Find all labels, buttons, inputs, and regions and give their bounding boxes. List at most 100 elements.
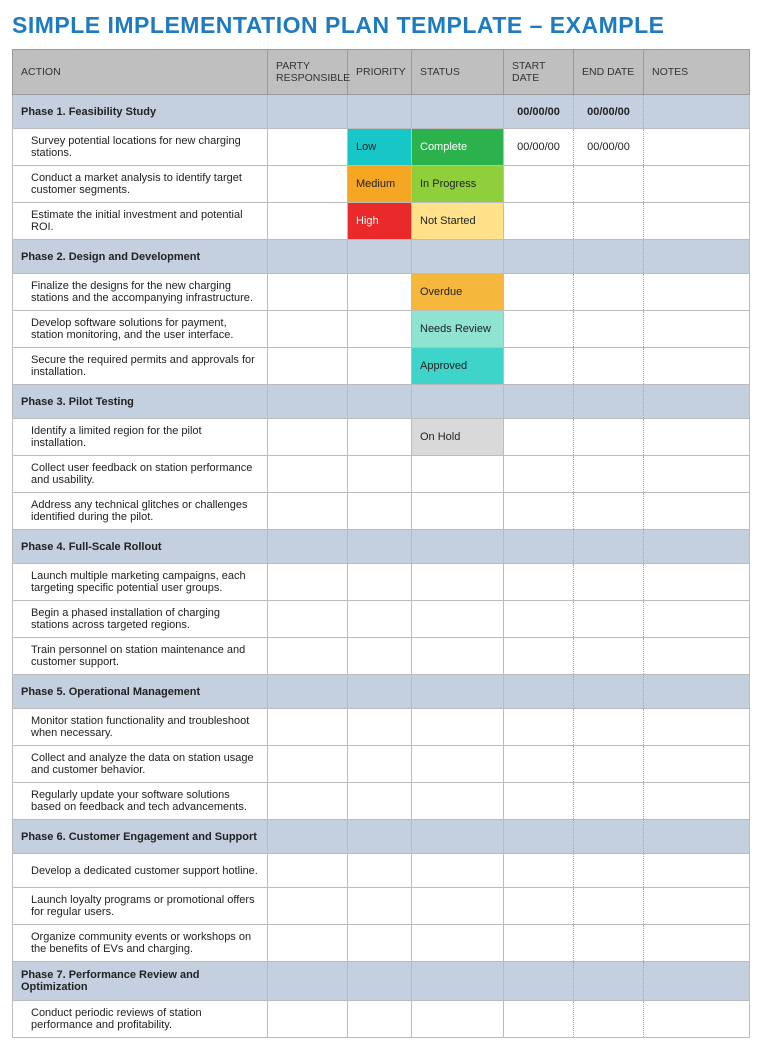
task-status (412, 601, 504, 638)
task-party (268, 1001, 348, 1038)
task-start (504, 348, 574, 385)
phase-row: Phase 7. Performance Review and Optimiza… (13, 962, 750, 1001)
task-row: Conduct periodic reviews of station perf… (13, 1001, 750, 1038)
task-action: Identify a limited region for the pilot … (13, 419, 268, 456)
phase-label: Phase 1. Feasibility Study (13, 95, 268, 129)
phase-end (574, 820, 644, 854)
task-end (574, 274, 644, 311)
task-status (412, 638, 504, 675)
task-notes (644, 854, 750, 888)
task-priority (348, 456, 412, 493)
task-priority (348, 311, 412, 348)
task-status (412, 493, 504, 530)
phase-end (574, 530, 644, 564)
task-notes (644, 166, 750, 203)
phase-row: Phase 5. Operational Management (13, 675, 750, 709)
phase-start (504, 530, 574, 564)
task-party (268, 564, 348, 601)
task-end (574, 456, 644, 493)
task-start (504, 419, 574, 456)
task-priority (348, 1001, 412, 1038)
task-row: Develop a dedicated customer support hot… (13, 854, 750, 888)
task-end (574, 493, 644, 530)
phase-start (504, 240, 574, 274)
task-action: Address any technical glitches or challe… (13, 493, 268, 530)
task-priority (348, 783, 412, 820)
task-action: Train personnel on station maintenance a… (13, 638, 268, 675)
task-start (504, 274, 574, 311)
task-action: Begin a phased installation of charging … (13, 601, 268, 638)
task-end (574, 1001, 644, 1038)
task-action: Launch loyalty programs or promotional o… (13, 888, 268, 925)
phase-priority (348, 95, 412, 129)
task-party (268, 925, 348, 962)
task-action: Regularly update your software solutions… (13, 783, 268, 820)
task-status (412, 746, 504, 783)
task-party (268, 203, 348, 240)
phase-notes (644, 530, 750, 564)
task-status: Overdue (412, 274, 504, 311)
task-end (574, 783, 644, 820)
col-start: START DATE (504, 50, 574, 95)
task-row: Finalize the designs for the new chargin… (13, 274, 750, 311)
task-row: Secure the required permits and approval… (13, 348, 750, 385)
task-notes (644, 746, 750, 783)
task-action: Estimate the initial investment and pote… (13, 203, 268, 240)
task-start (504, 1001, 574, 1038)
task-party (268, 783, 348, 820)
task-action: Launch multiple marketing campaigns, eac… (13, 564, 268, 601)
task-end (574, 925, 644, 962)
header-row: ACTION PARTY RESPONSIBLE PRIORITY STATUS… (13, 50, 750, 95)
phase-priority (348, 385, 412, 419)
task-notes (644, 1001, 750, 1038)
task-start (504, 166, 574, 203)
task-start (504, 564, 574, 601)
col-notes: NOTES (644, 50, 750, 95)
task-end (574, 746, 644, 783)
task-action: Develop software solutions for payment, … (13, 311, 268, 348)
phase-priority (348, 820, 412, 854)
task-status (412, 888, 504, 925)
task-party (268, 601, 348, 638)
phase-start (504, 385, 574, 419)
col-status: STATUS (412, 50, 504, 95)
phase-label: Phase 3. Pilot Testing (13, 385, 268, 419)
task-action: Organize community events or workshops o… (13, 925, 268, 962)
task-row: Survey potential locations for new charg… (13, 129, 750, 166)
task-end (574, 419, 644, 456)
page-title: SIMPLE IMPLEMENTATION PLAN TEMPLATE – EX… (12, 12, 750, 39)
task-row: Collect user feedback on station perform… (13, 456, 750, 493)
task-start (504, 203, 574, 240)
task-end (574, 348, 644, 385)
phase-notes (644, 385, 750, 419)
task-priority (348, 419, 412, 456)
task-start (504, 638, 574, 675)
phase-end (574, 962, 644, 1001)
task-priority (348, 746, 412, 783)
phase-party (268, 820, 348, 854)
task-row: Organize community events or workshops o… (13, 925, 750, 962)
task-start (504, 493, 574, 530)
task-action: Develop a dedicated customer support hot… (13, 854, 268, 888)
task-action: Monitor station functionality and troubl… (13, 709, 268, 746)
task-notes (644, 203, 750, 240)
task-party (268, 888, 348, 925)
task-priority (348, 925, 412, 962)
task-status: Not Started (412, 203, 504, 240)
task-action: Collect and analyze the data on station … (13, 746, 268, 783)
task-notes (644, 888, 750, 925)
task-priority (348, 638, 412, 675)
phase-start (504, 820, 574, 854)
task-start (504, 783, 574, 820)
task-start (504, 709, 574, 746)
task-action: Finalize the designs for the new chargin… (13, 274, 268, 311)
phase-priority (348, 675, 412, 709)
task-start (504, 854, 574, 888)
task-start (504, 601, 574, 638)
col-action: ACTION (13, 50, 268, 95)
task-end (574, 166, 644, 203)
task-priority (348, 854, 412, 888)
task-end (574, 564, 644, 601)
phase-end (574, 675, 644, 709)
task-status (412, 854, 504, 888)
